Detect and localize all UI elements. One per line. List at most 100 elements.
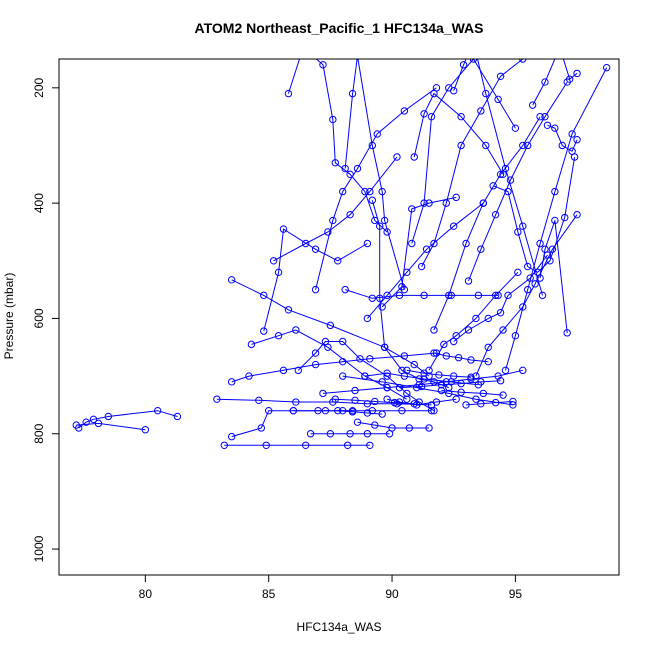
data-point	[353, 164, 362, 173]
data-point	[227, 276, 236, 284]
profile-line	[345, 289, 499, 299]
data-point	[484, 357, 492, 366]
data-point	[351, 396, 359, 405]
data-point	[509, 397, 517, 406]
data-point	[371, 421, 379, 429]
data-point	[420, 199, 428, 207]
data-point	[457, 141, 465, 150]
data-point	[422, 245, 431, 253]
profile-line	[364, 372, 479, 386]
data-point	[311, 349, 320, 357]
data-point	[371, 397, 379, 406]
data-point	[551, 216, 559, 225]
profile-line	[335, 398, 415, 405]
data-point	[484, 343, 492, 351]
profile-line	[468, 81, 568, 282]
data-point	[398, 406, 406, 415]
profile-line	[287, 59, 388, 233]
data-point	[479, 199, 488, 207]
data-point	[274, 332, 283, 340]
y-tick-label: 800	[32, 423, 46, 443]
data-point	[378, 410, 386, 418]
profile-line	[386, 398, 457, 406]
profile-line	[231, 352, 437, 383]
data-point	[262, 441, 270, 449]
data-point	[519, 222, 527, 230]
data-point	[457, 379, 465, 388]
data-point	[356, 355, 364, 363]
data-point	[509, 401, 517, 409]
data-point	[454, 353, 463, 362]
data-point	[403, 389, 411, 398]
data-point	[573, 69, 581, 78]
data-point	[565, 75, 574, 83]
data-point	[541, 78, 549, 86]
data-point	[558, 141, 566, 150]
data-point	[269, 257, 278, 265]
data-point	[245, 372, 253, 380]
data-point	[361, 372, 369, 380]
data-point	[390, 398, 399, 407]
data-point	[551, 124, 559, 132]
data-point	[82, 418, 90, 426]
data-point	[496, 170, 505, 179]
data-point	[94, 419, 103, 428]
data-point	[452, 193, 460, 202]
data-point	[366, 187, 374, 196]
data-point	[519, 141, 527, 150]
data-point	[504, 291, 512, 300]
data-point	[292, 326, 300, 334]
data-point	[450, 87, 458, 95]
data-point	[284, 306, 293, 314]
data-point	[346, 430, 354, 438]
data-point	[227, 378, 236, 386]
data-point	[173, 412, 182, 421]
data-point	[462, 401, 470, 409]
x-axis-label: HFC134a_WAS	[297, 620, 382, 634]
y-tick-label: 600	[32, 308, 46, 328]
data-point	[474, 291, 483, 300]
data-point	[499, 391, 507, 399]
data-point	[279, 225, 288, 233]
profile-line	[465, 401, 513, 406]
data-point	[376, 222, 384, 230]
data-point	[501, 366, 510, 375]
data-point	[477, 400, 485, 408]
data-point	[403, 366, 411, 375]
data-point	[440, 340, 448, 349]
data-point	[467, 373, 475, 381]
data-point	[255, 396, 263, 405]
plot-series	[72, 59, 611, 449]
data-point	[442, 199, 451, 207]
data-point	[220, 441, 228, 449]
data-point	[602, 63, 611, 72]
profile-line	[381, 196, 457, 308]
data-point	[420, 369, 428, 377]
data-point	[383, 383, 391, 392]
data-point	[378, 303, 386, 311]
data-point	[563, 329, 571, 337]
data-point	[420, 110, 428, 118]
data-point	[477, 245, 485, 253]
data-point	[311, 285, 320, 294]
data-point	[546, 257, 554, 265]
data-point	[467, 356, 475, 364]
x-tick-label: 95	[509, 587, 523, 601]
data-point	[348, 408, 357, 416]
profile-line	[433, 116, 541, 331]
data-point	[494, 95, 502, 104]
x-tick-label: 85	[262, 587, 276, 601]
profile-line	[371, 200, 449, 389]
data-point	[504, 187, 512, 196]
data-point	[506, 176, 515, 184]
data-point	[477, 378, 485, 386]
data-point	[314, 406, 322, 415]
data-point	[260, 327, 268, 335]
data-point	[511, 124, 520, 132]
data-point	[442, 352, 451, 360]
profile-line	[539, 220, 568, 333]
data-point	[363, 314, 372, 323]
data-point	[353, 418, 362, 426]
data-point	[368, 294, 377, 302]
